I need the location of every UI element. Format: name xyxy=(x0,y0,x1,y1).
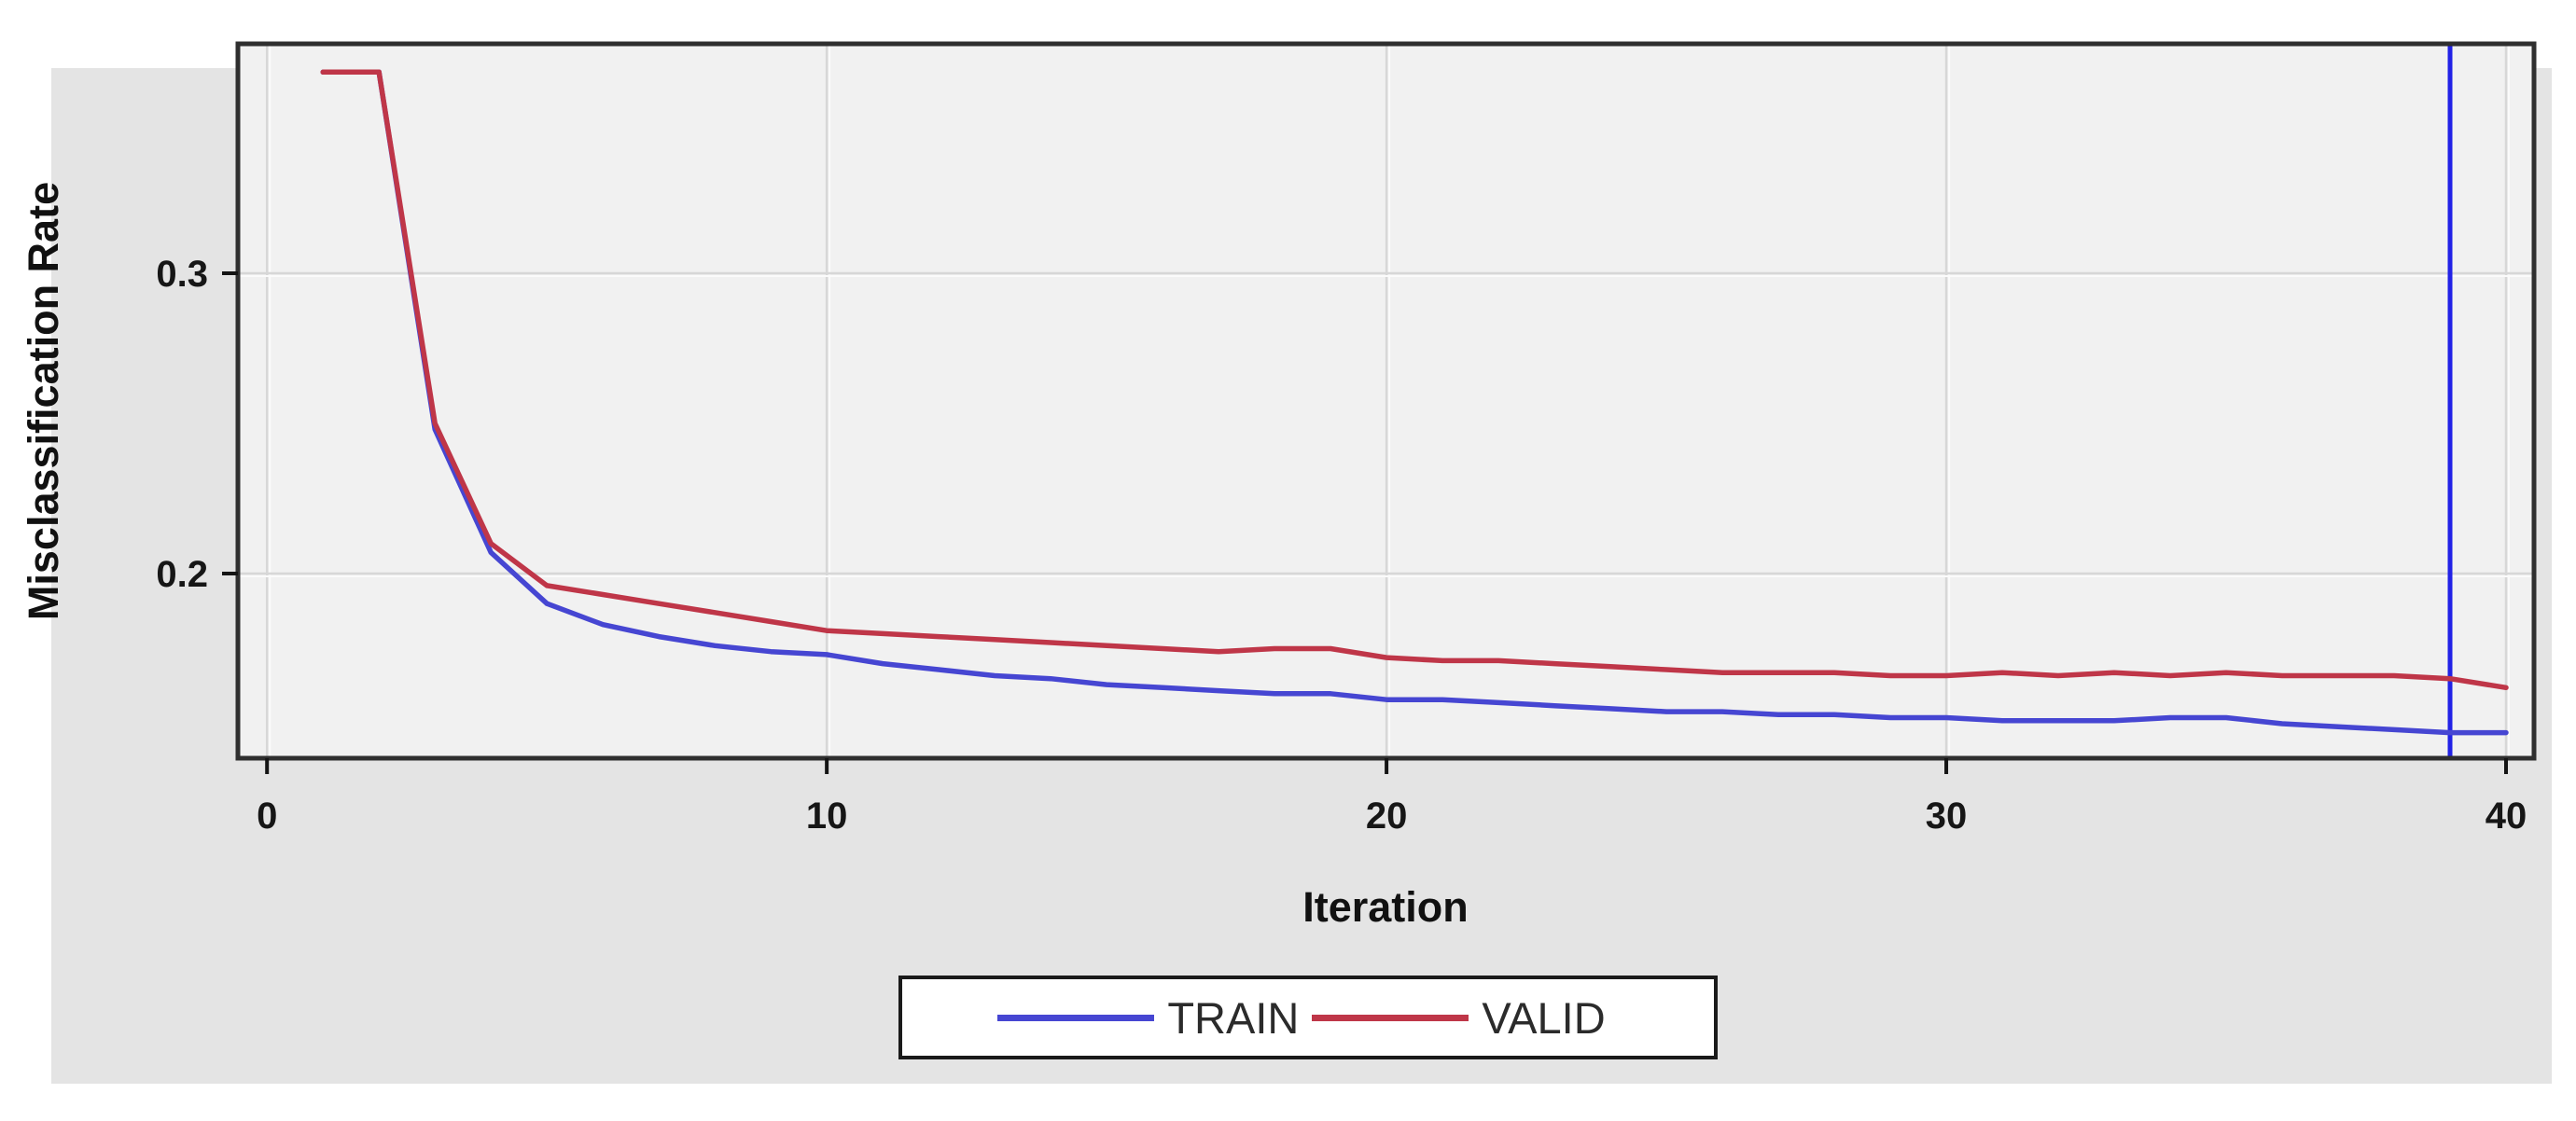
gridlines xyxy=(238,44,2534,758)
axis-ticks xyxy=(222,270,2509,774)
legend-item-valid: VALID xyxy=(1312,996,1618,1040)
y-axis-title: Misclassification Rate xyxy=(20,182,67,620)
x-axis-title: Iteration xyxy=(1302,883,1469,931)
series-lines xyxy=(320,69,2509,736)
x-tick-label: 40 xyxy=(2485,796,2527,837)
valid-line-swatch xyxy=(1312,1014,1469,1021)
train-line-swatch xyxy=(997,1014,1155,1021)
valid-series-line xyxy=(320,69,2509,691)
valid-legend-label: VALID xyxy=(1482,992,1606,1043)
train-series-line xyxy=(320,69,2509,736)
x-tick-label: 30 xyxy=(1926,796,1968,837)
train-legend-label: TRAIN xyxy=(1167,992,1300,1043)
axis-tick-labels: 0 10 20 30 40 0.2 0.3 xyxy=(156,254,2527,837)
legend: TRAIN VALID xyxy=(898,976,1718,1059)
y-tick-label: 0.3 xyxy=(156,254,208,295)
x-tick-label: 20 xyxy=(1366,796,1408,837)
x-tick-label: 10 xyxy=(806,796,848,837)
x-tick-label: 0 xyxy=(257,796,277,837)
y-tick-label: 0.2 xyxy=(156,554,208,595)
legend-item-train: TRAIN xyxy=(997,996,1312,1040)
